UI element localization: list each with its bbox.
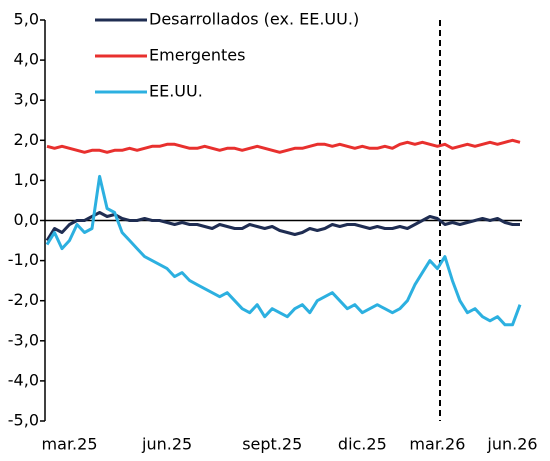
- y-tick-label: 2,0: [14, 130, 39, 149]
- y-tick-label: 3,0: [14, 90, 39, 109]
- y-tick-label: -3,0: [8, 330, 39, 349]
- legend-label: EE.UU.: [149, 82, 203, 101]
- x-tick-label: mar.26: [409, 435, 465, 454]
- y-tick-label: 1,0: [14, 170, 39, 189]
- x-tick-label: dic.25: [338, 435, 387, 454]
- y-tick-label: 0,0: [14, 210, 39, 229]
- series-line: [45, 211, 520, 242]
- legend-label: Desarrollados (ex. EE.UU.): [149, 10, 359, 29]
- y-tick-label: -2,0: [8, 290, 39, 309]
- x-tick-label: jun.25: [141, 435, 192, 454]
- y-tick-label: 4,0: [14, 50, 39, 69]
- x-tick-label: jun.26: [486, 435, 537, 454]
- series-line: [45, 174, 522, 327]
- legend-label: Emergentes: [149, 46, 245, 65]
- y-tick-label: -4,0: [8, 370, 39, 389]
- y-tick-label: 5,0: [14, 10, 39, 29]
- y-tick-label: -1,0: [8, 250, 39, 269]
- y-tick-label: -5,0: [8, 411, 39, 430]
- x-tick-label: mar.25: [42, 435, 98, 454]
- series-line: [46, 138, 521, 154]
- x-tick-label: sept.25: [242, 435, 302, 454]
